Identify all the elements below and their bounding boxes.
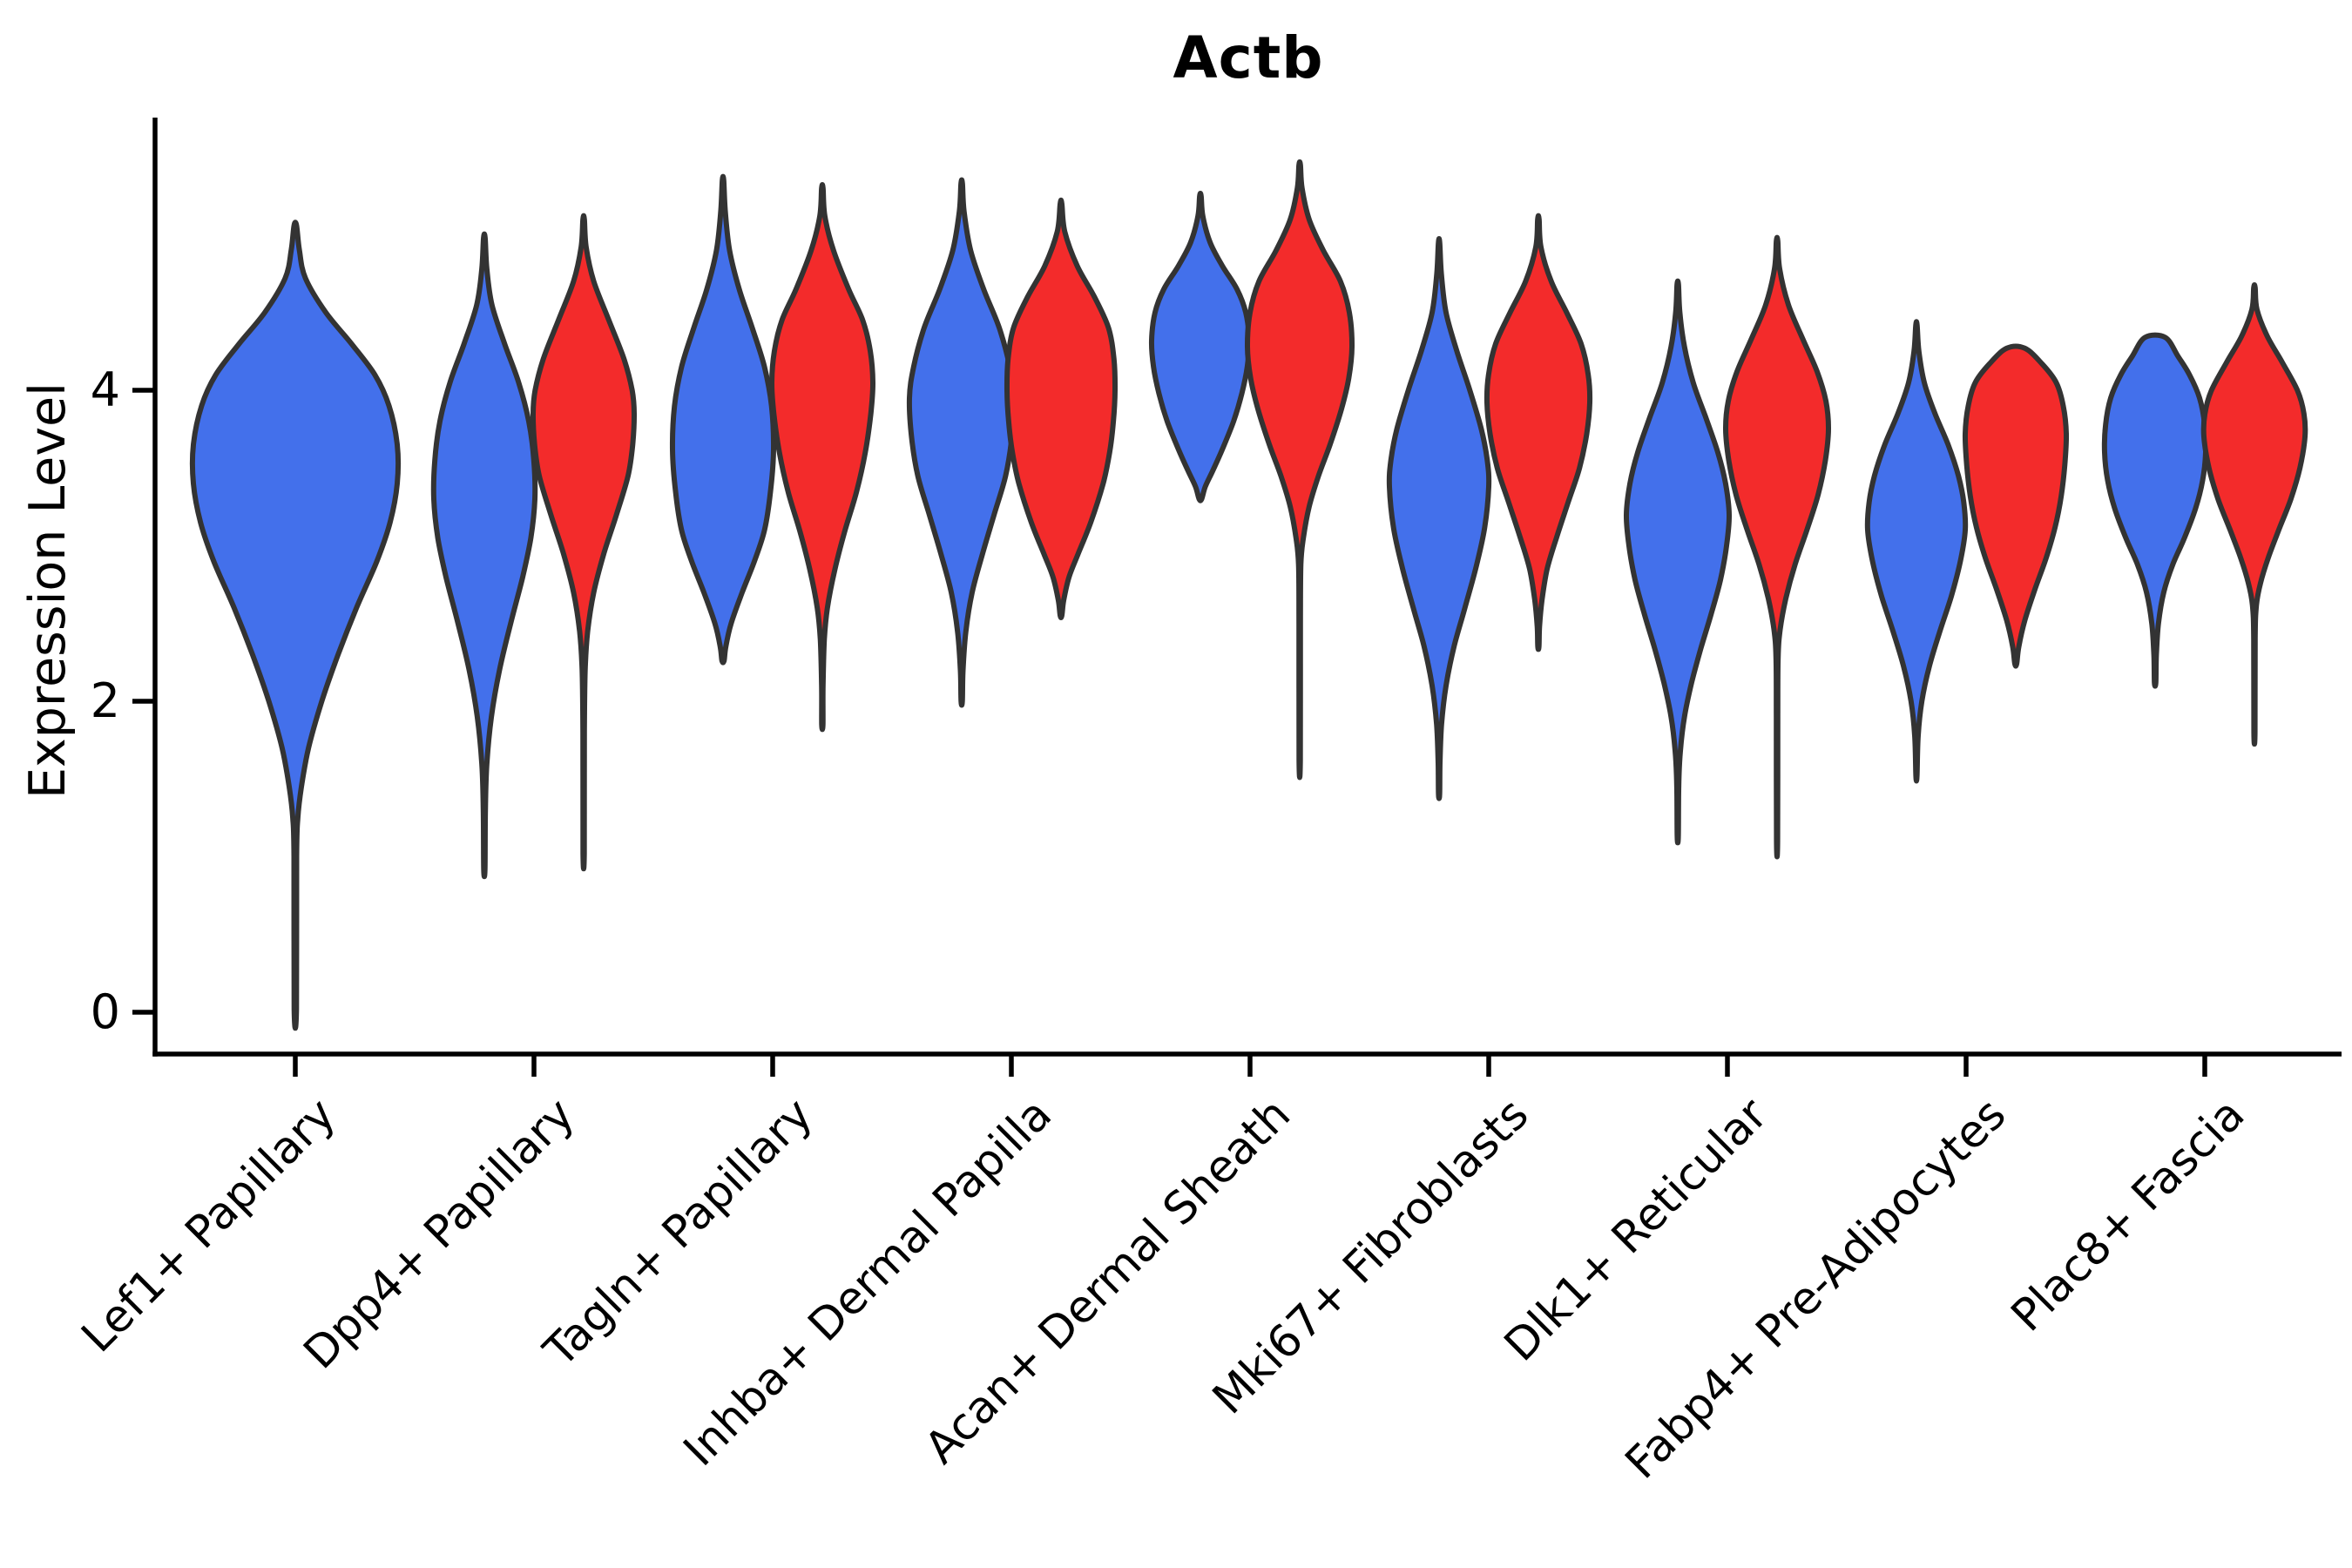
violin-plac8-fascia-condition-2 [2200,282,2308,747]
violin-dpp4-papillary-condition-2 [530,213,638,872]
violin-lef1-papillary-condition-1 [189,220,402,1031]
violin-acan-dermal-sheath-condition-2 [1244,159,1355,781]
violin-acan-dermal-sheath-condition-1 [1148,190,1253,504]
violins-layer [189,159,2308,1031]
axes-layer [132,118,2342,1077]
violin-inhba-dermal-papilla-condition-2 [1004,197,1119,621]
violin-tagln-papillary-condition-2 [768,181,876,733]
violin-fabp4-pre-adipocytes-condition-1 [1864,319,1969,784]
violin-plac8-fascia-condition-1 [2101,332,2209,689]
violin-dpp4-papillary-condition-1 [430,231,538,880]
violin-tagln-papillary-condition-1 [669,173,777,666]
y-tick-label: 4 [90,362,120,417]
y-tick-label: 0 [90,984,120,1039]
violin-dlk1-reticular-condition-1 [1623,278,1733,846]
violin-dlk1-reticular-condition-2 [1722,234,1832,860]
chart-title: Actb [1173,24,1324,91]
violin-mki67-fibroblasts-condition-2 [1484,213,1593,652]
violin-mki67-fibroblasts-condition-1 [1386,235,1492,801]
violin-fabp4-pre-adipocytes-condition-2 [1962,343,2070,669]
y-tick-label: 2 [90,673,120,728]
violin-inhba-dermal-papilla-condition-1 [906,177,1017,708]
